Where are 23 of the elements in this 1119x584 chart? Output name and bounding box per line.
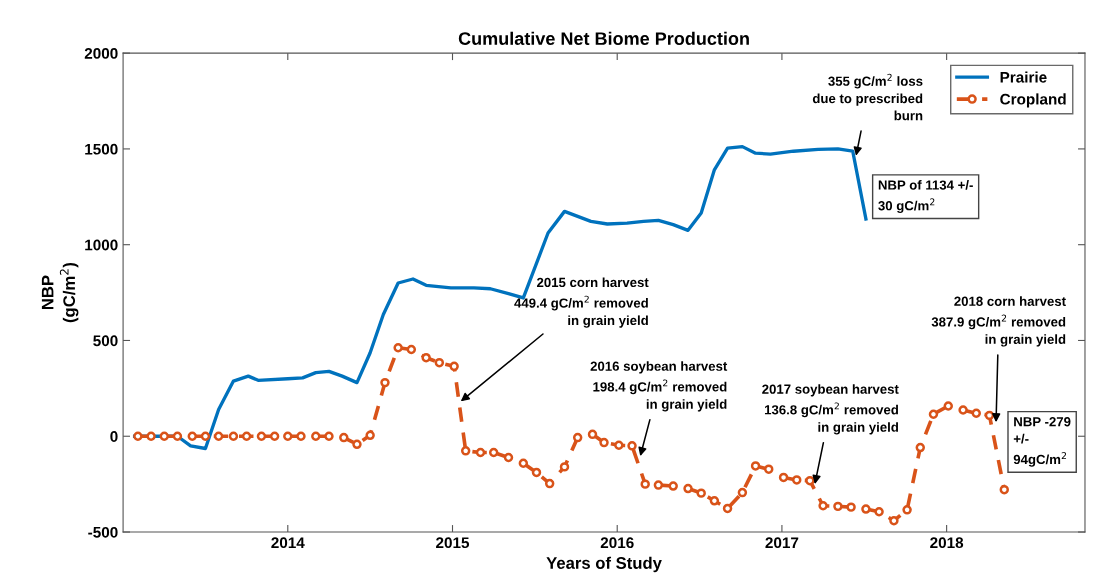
x-axis-title: Years of Study <box>546 556 662 573</box>
x-tick-label: 2018 <box>930 537 964 549</box>
x-tick-label: 2016 <box>600 537 634 549</box>
annotation: 355 gC/m$^{2}$ loss due to prescribed burn <box>812 73 923 121</box>
x-tick-label: 2015 <box>436 537 470 549</box>
annotation: NBP of 1134 +/- 30 gC/m$^{2}$ <box>878 180 973 214</box>
y-tick-label: 0 <box>110 431 118 442</box>
x-tick-label: 2014 <box>271 537 305 549</box>
annotation: 2017 soybean harvest 136.8 gC/m$^{2}$ removed in grain yield <box>762 384 899 435</box>
x-tick-label: 2017 <box>765 537 799 549</box>
y-tick-label: 500 <box>93 335 118 347</box>
annotation: 2018 corn harvest 387.9 gC/m$^{2}$ removed in grain yield <box>931 296 1066 347</box>
annotation: 2015 corn harvest 449.4 gC/m$^{2}$ removed in grain yield <box>514 277 649 328</box>
y-tick-label: 1500 <box>85 143 118 155</box>
y-tick-label: -500 <box>88 526 118 538</box>
y-tick-label: 1000 <box>85 239 118 251</box>
annotation: NBP -279 +/- 94gC/m$^{2}$ <box>1013 417 1071 467</box>
legend-label: Prairie <box>1000 71 1047 83</box>
legend-label: Cropland <box>1000 93 1066 108</box>
annotation: 2016 soybean harvest 198.4 gC/m$^{2}$ removed in grain yield <box>590 361 728 412</box>
chart-title: Cumulative Net Biome Production <box>458 31 749 45</box>
y-tick-label: 2000 <box>84 48 118 59</box>
y-axis-title: NBP (gC/m$^{2}$) <box>41 263 79 323</box>
